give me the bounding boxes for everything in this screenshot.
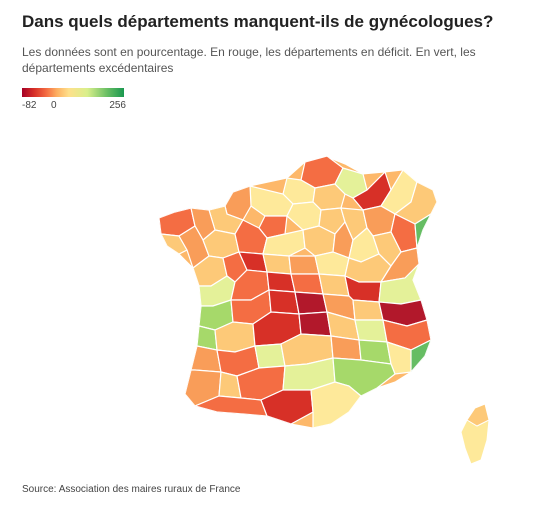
source-note: Source: Association des maires ruraux de… [22, 484, 241, 495]
department-region [294, 291, 328, 315]
department-region [410, 338, 433, 374]
department-region [314, 251, 350, 277]
department-region [290, 273, 324, 295]
department-region [288, 255, 320, 275]
department-region [262, 253, 292, 275]
department-region [310, 381, 362, 428]
chart-title: Dans quels départements manquent-ils de … [22, 12, 494, 31]
chart-subtitle: Les données sont en pourcentage. En roug… [22, 45, 476, 75]
department-region [354, 319, 388, 343]
legend-max-label: 256 [109, 100, 126, 111]
department-region [254, 343, 286, 369]
department-region [414, 212, 433, 249]
corsica-island-north [466, 403, 490, 427]
france-departments-map [158, 155, 490, 465]
legend-gradient-bar [22, 88, 124, 97]
department-region [352, 299, 384, 321]
legend-zero-label: 0 [51, 100, 57, 111]
department-region [268, 289, 300, 315]
department-region [298, 311, 332, 337]
color-legend: -82 0 256 [22, 88, 128, 114]
legend-min-label: -82 [22, 100, 37, 111]
department-region [330, 335, 362, 361]
department-region [318, 273, 350, 297]
department-region [193, 395, 268, 417]
